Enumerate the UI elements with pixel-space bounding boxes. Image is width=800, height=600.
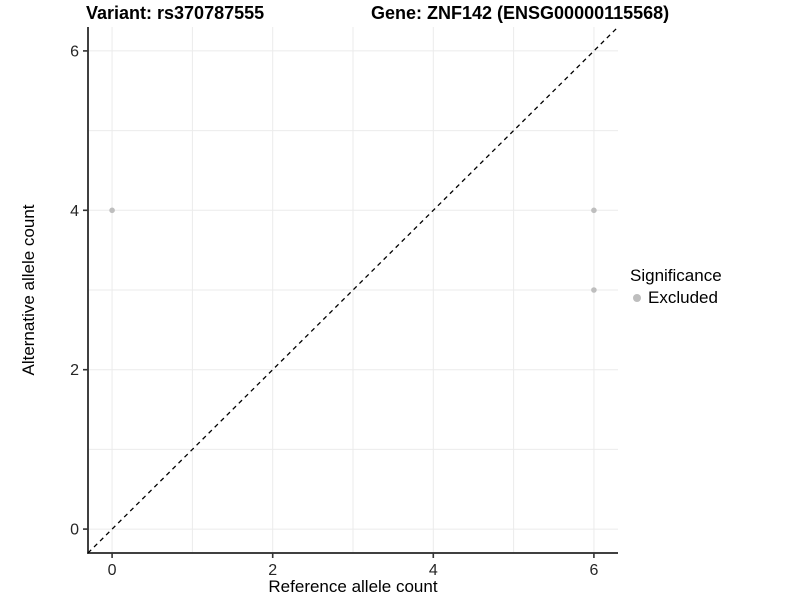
identity-line [87, 26, 619, 554]
y-axis-title: Alternative allele count [19, 204, 38, 376]
variant-title: Variant: rs370787555 [86, 3, 265, 23]
svg-text:0: 0 [70, 522, 79, 539]
legend: Significance Excluded [630, 264, 722, 309]
gridlines [88, 27, 618, 553]
svg-text:6: 6 [589, 562, 598, 579]
legend-title: Significance [630, 266, 722, 285]
y-tick-labels: 0 2 4 6 [70, 43, 79, 538]
data-points [109, 207, 597, 293]
svg-text:2: 2 [268, 562, 277, 579]
svg-text:4: 4 [70, 203, 79, 220]
legend-item-excluded: Excluded [630, 287, 722, 309]
tick-marks [83, 50, 595, 558]
axis-lines [87, 27, 618, 554]
svg-text:2: 2 [70, 362, 79, 379]
svg-text:0: 0 [108, 562, 117, 579]
svg-text:6: 6 [70, 43, 79, 60]
svg-text:4: 4 [429, 562, 438, 579]
legend-item-label: Excluded [648, 288, 718, 307]
gene-title: Gene: ZNF142 (ENSG00000115568) [371, 3, 670, 23]
x-axis-title: Reference allele count [268, 577, 438, 596]
excluded-dot-icon [633, 294, 641, 302]
x-tick-labels: 0 2 4 6 [108, 562, 599, 579]
